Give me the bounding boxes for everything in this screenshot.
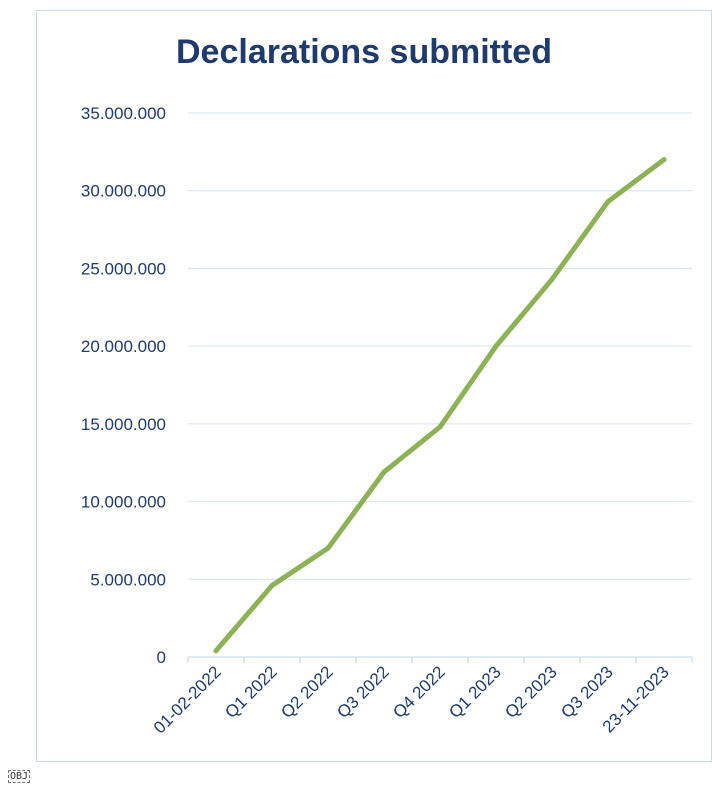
x-tick-label: Q4 2022	[389, 662, 449, 722]
data-point	[213, 648, 219, 654]
data-point	[437, 424, 443, 430]
grid-lines	[187, 112, 693, 663]
y-tick-label: 0	[157, 648, 166, 667]
y-tick-label: 25.000.000	[81, 259, 166, 278]
x-tick-label: Q3 2022	[333, 662, 393, 722]
x-tick-label: 01-02-2022	[150, 662, 225, 737]
data-point	[493, 343, 499, 349]
series-line	[213, 157, 667, 654]
data-point	[381, 469, 387, 475]
data-point	[549, 276, 555, 282]
y-tick-label: 30.000.000	[81, 182, 166, 201]
data-point	[661, 157, 667, 163]
chart-frame	[36, 10, 712, 762]
y-axis-labels: 0 5.000.000 10.000.000 15.000.000 20.000.000…	[81, 104, 166, 667]
x-tick-label: Q1 2023	[445, 662, 505, 722]
chart-title: Declarations submitted	[176, 33, 552, 71]
y-tick-label: 5.000.000	[90, 570, 166, 589]
y-tick-label: 15.000.000	[81, 415, 166, 434]
object-tag: OBJ	[8, 770, 31, 783]
x-tick-label: Q2 2022	[277, 662, 337, 722]
series-layer	[213, 157, 667, 654]
y-tick-label: 20.000.000	[81, 337, 166, 356]
x-tick-label: Q1 2022	[221, 662, 281, 722]
data-point	[605, 199, 611, 205]
y-tick-label: 35.000.000	[81, 104, 166, 123]
y-tick-label: 10.000.000	[81, 493, 166, 512]
data-point	[269, 583, 275, 589]
data-point	[325, 545, 331, 551]
x-tick-label: Q2 2023	[501, 662, 561, 722]
